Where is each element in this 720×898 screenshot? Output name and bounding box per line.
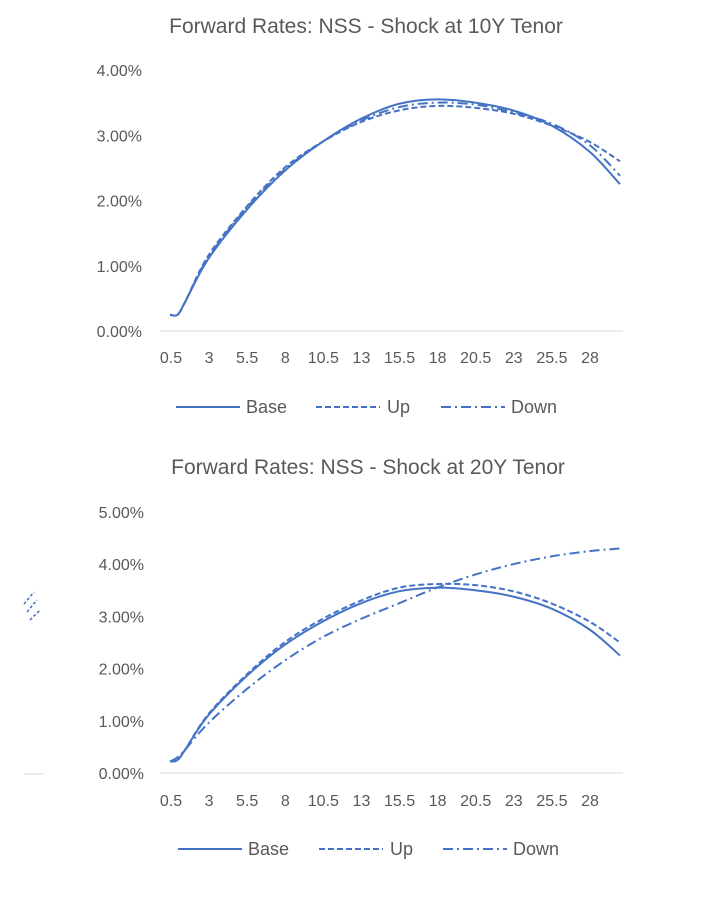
x-tick-label: 5.5 [236,793,258,810]
legend-down-label: Down [513,839,559,859]
x-tick-labels: 0.5 3 5.5 8 10.5 13 15.5 18 20.5 23 25.5 28 [160,793,599,810]
x-tick-label: 8 [281,793,290,810]
y-tick-label: 1.00% [97,259,142,276]
x-tick-label: 25.5 [536,793,567,810]
legend-up-label: Up [387,397,410,417]
legend-base-label: Base [248,839,289,859]
series-line-down [169,547,621,763]
y-tick-labels: 0.00% 1.00% 2.00% 3.00% 4.00% 5.00% [99,505,144,783]
legend-up-label: Up [390,839,413,859]
y-tick-label: 3.00% [97,128,142,145]
chart-20y-shock: Forward Rates: NSS - Shock at 20Y Tenor … [99,456,623,859]
series-line-base [169,98,621,317]
x-tick-label: 3 [205,793,214,810]
chart-title: Forward Rates: NSS - Shock at 10Y Tenor [169,15,563,38]
y-tick-label: 0.00% [99,766,144,783]
x-tick-label: 28 [581,793,599,810]
x-tick-label: 10.5 [308,793,339,810]
x-tick-label: 18 [429,793,447,810]
legend-base-label: Base [246,397,287,417]
x-tick-label: 3 [205,350,214,367]
x-tick-label: 0.5 [160,793,182,810]
x-tick-labels: 0.5 3 5.5 8 10.5 13 15.5 18 20.5 23 25.5 28 [160,350,599,367]
y-tick-label: 2.00% [99,662,144,679]
chart-10y-shock: Forward Rates: NSS - Shock at 10Y Tenor … [97,15,623,417]
x-tick-label: 18 [429,350,447,367]
series-line-down [169,101,621,317]
y-tick-label: 4.00% [99,557,144,574]
y-tick-label: 2.00% [97,194,142,211]
x-tick-label: 23 [505,793,523,810]
y-tick-label: 0.00% [97,324,142,341]
x-tick-label: 13 [353,793,371,810]
y-tick-labels: 0.00% 1.00% 2.00% 3.00% 4.00% [97,63,142,341]
series-line-base [169,586,621,763]
y-tick-label: 4.00% [97,63,142,80]
legend: Base Up Down [178,839,559,859]
y-tick-label: 3.00% [99,609,144,626]
x-tick-label: 15.5 [384,350,415,367]
x-tick-label: 8 [281,350,290,367]
left-edge-fragment [23,591,44,775]
x-tick-label: 0.5 [160,350,182,367]
series-line-up [169,582,621,763]
legend-down-label: Down [511,397,557,417]
series-lines [169,547,621,763]
y-tick-label: 1.00% [99,714,144,731]
x-tick-label: 23 [505,350,523,367]
y-tick-label: 5.00% [99,505,144,522]
x-tick-label: 10.5 [308,350,339,367]
x-tick-label: 15.5 [384,793,415,810]
series-line-up [169,104,621,317]
series-lines [169,98,621,317]
x-tick-label: 25.5 [536,350,567,367]
x-tick-label: 13 [353,350,371,367]
x-tick-label: 28 [581,350,599,367]
x-tick-label: 20.5 [460,350,491,367]
chart-title: Forward Rates: NSS - Shock at 20Y Tenor [171,456,565,479]
x-tick-label: 20.5 [460,793,491,810]
x-tick-label: 5.5 [236,350,258,367]
legend: Base Up Down [176,397,557,417]
